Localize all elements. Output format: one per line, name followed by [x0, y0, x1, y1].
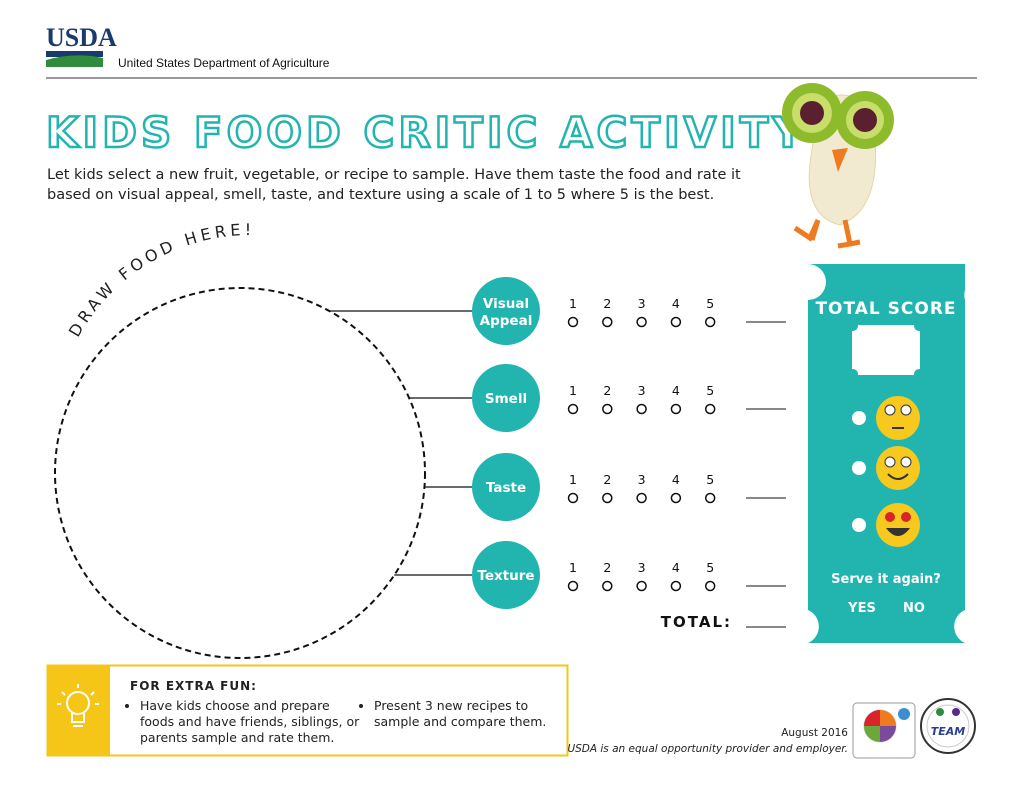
rating-option [636, 492, 647, 504]
extra-fun-list: Present 3 new recipes to sample and comp… [362, 698, 569, 730]
scale-number: 1 [569, 296, 577, 311]
rating-option [704, 403, 716, 415]
draw-label: DRAW FOOD HERE! [65, 220, 255, 340]
scale-number: 1 [569, 472, 577, 487]
criterion-pill [472, 541, 540, 609]
criterion-line: Appeal [480, 313, 533, 329]
fruit-owl [782, 83, 894, 249]
date: August 2016 [781, 727, 848, 739]
team-logo: TEAM [920, 698, 976, 754]
scale-number: 2 [603, 560, 611, 575]
rating-option [602, 403, 613, 415]
criterion-pill [472, 453, 540, 521]
rating-option [567, 492, 579, 504]
scale-number: 2 [603, 296, 611, 311]
usda-logo: USDA [46, 23, 117, 52]
rating-option [670, 580, 682, 592]
extra-fun-item: Have kids choose and prepare foods and h… [140, 698, 365, 746]
scale-number: 3 [638, 560, 646, 575]
total-label: TOTAL: [661, 613, 732, 631]
scale-number: 4 [672, 560, 680, 575]
rating-option [636, 580, 647, 592]
criterion-pill [472, 277, 540, 345]
scale-number: 5 [706, 560, 714, 575]
extra-fun-list: Have kids choose and prepare foods and h… [128, 698, 365, 746]
draw-circle [54, 287, 426, 659]
rating-option [602, 492, 613, 504]
scale-number: 5 [706, 296, 714, 311]
rating-option [704, 580, 716, 592]
option-yes: YES [847, 601, 876, 616]
criterion-label: Smell [485, 391, 527, 407]
extra-fun-title: FOR EXTRA FUN: [130, 679, 257, 693]
extra-fun-box [46, 664, 569, 757]
scale-number: 5 [706, 472, 714, 487]
criterion-pill [472, 364, 540, 432]
rating-option [636, 403, 647, 415]
scale-number: 3 [638, 383, 646, 398]
scale-number: 3 [638, 296, 646, 311]
criterion-line: Visual [483, 296, 529, 312]
option-no: NO [903, 601, 925, 616]
title: KIDS FOOD CRITIC ACTIVITY [46, 108, 807, 157]
faces [852, 396, 920, 547]
rating-option [602, 316, 613, 328]
criterion-label: Texture [477, 568, 534, 584]
myplate-logo [852, 702, 916, 759]
rating-option [636, 316, 647, 328]
intro: Let kids select a new fruit, vegetable, … [47, 167, 741, 203]
rating-option [602, 580, 613, 592]
team-text: TEAM [931, 725, 966, 738]
extra-fun-item: Present 3 new recipes to sample and comp… [374, 698, 569, 730]
draw-label-path: DRAW FOOD HERE! [65, 220, 251, 340]
scale-number: 4 [672, 296, 680, 311]
rating-option [704, 492, 716, 504]
rating-option [567, 580, 579, 592]
scale-number: 2 [603, 472, 611, 487]
scale-number: 2 [603, 383, 611, 398]
serve-question: Serve it again? [831, 572, 941, 587]
rating-option [670, 316, 682, 328]
rating-option [670, 403, 682, 415]
rating-option [567, 316, 579, 328]
rating-option [670, 492, 682, 504]
rating-option [704, 316, 716, 328]
scale-number: 1 [569, 383, 577, 398]
bulb-icon [57, 684, 99, 727]
bulb-panel [47, 665, 110, 756]
rating-option [567, 403, 579, 415]
criterion-label: Taste [486, 480, 526, 496]
scale-number: 5 [706, 383, 714, 398]
statement: USDA is an equal opportunity provider an… [567, 743, 848, 755]
score-box [852, 325, 920, 375]
logo-bar [46, 51, 103, 57]
scale-number: 1 [569, 560, 577, 575]
logo-field [46, 55, 103, 67]
score-title: TOTAL SCORE [815, 299, 956, 319]
scale-number: 4 [672, 383, 680, 398]
scale-number: 3 [638, 472, 646, 487]
agency: United States Department of Agriculture [118, 56, 330, 70]
scale-number: 4 [672, 472, 680, 487]
criterion-label: Visual Appeal [480, 296, 533, 329]
